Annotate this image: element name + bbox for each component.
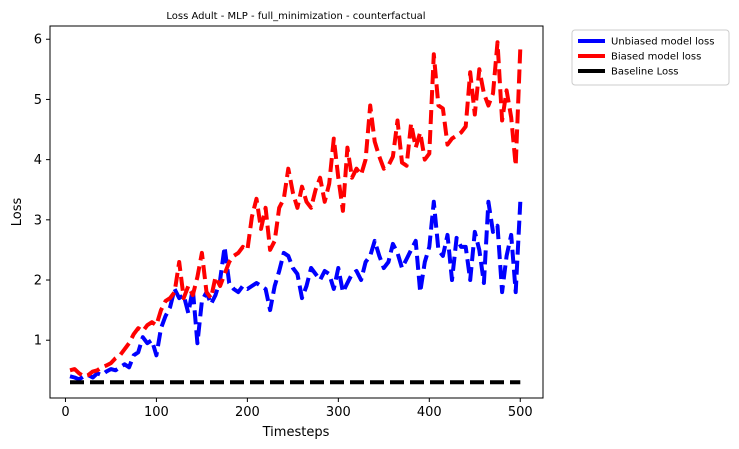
y-axis-label: Loss <box>10 198 25 227</box>
y-tick-label: 6 <box>34 33 42 48</box>
x-tick-label: 300 <box>326 405 351 420</box>
chart-title: Loss Adult - MLP - full_minimization - c… <box>166 11 425 22</box>
plot-frame <box>49 25 544 399</box>
series-line-unbiased-model-loss <box>69 199 523 382</box>
y-tick-label: 3 <box>34 213 42 228</box>
y-tick-label: 1 <box>34 334 42 349</box>
x-tick-label: 0 <box>61 405 69 420</box>
legend: Unbiased model loss Biased model loss Base… <box>571 29 730 86</box>
x-axis: 0 100 200 300 400 500 <box>61 398 533 420</box>
series-line-biased-model-loss <box>69 40 523 379</box>
x-tick-label: 500 <box>508 405 533 420</box>
x-tick-label: 200 <box>235 405 260 420</box>
y-tick-label: 2 <box>34 274 42 289</box>
y-tick-label: 4 <box>34 153 42 168</box>
legend-label-biased-model-loss: Biased model loss <box>611 52 701 63</box>
legend-label-unbiased-model-loss: Unbiased model loss <box>611 37 714 48</box>
x-tick-label: 100 <box>144 405 169 420</box>
legend-box <box>571 29 730 86</box>
plot-area <box>69 40 523 385</box>
x-axis-label: Timesteps <box>262 425 330 440</box>
x-tick-label: 400 <box>417 405 442 420</box>
legend-label-baseline-loss: Baseline Loss <box>611 67 679 78</box>
y-tick-label: 5 <box>34 93 42 108</box>
y-axis: 1 2 3 4 5 6 <box>34 33 50 349</box>
